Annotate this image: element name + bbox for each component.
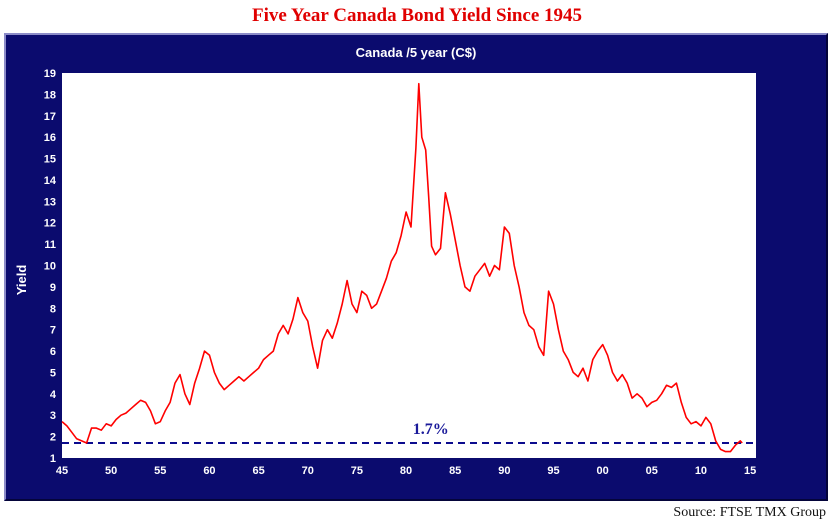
source-note: Source: FTSE TMX Group (673, 505, 826, 520)
y-tick-label: 16 (44, 132, 56, 144)
x-tick-label: 75 (351, 465, 363, 477)
x-tick-label: 60 (203, 465, 215, 477)
x-tick-label: 80 (400, 465, 412, 477)
y-tick-label: 9 (50, 282, 56, 294)
x-tick-label: 90 (498, 465, 510, 477)
x-tick-label: 05 (646, 465, 658, 477)
y-tick-label: 8 (50, 303, 56, 315)
y-tick-label: 1 (50, 453, 56, 465)
y-tick-label: 17 (44, 111, 56, 123)
x-tick-label: 45 (56, 465, 68, 477)
series-line-yield (61, 82, 743, 453)
x-tick-label: 50 (105, 465, 117, 477)
x-tick-label: 70 (302, 465, 314, 477)
reference-line-label: 1.7% (413, 421, 449, 438)
chart-frame: Canada /5 year (C$) Yield 1 2 3 4 5 6 7 8 9 10 11 1… (4, 33, 828, 501)
y-tick-label: 15 (44, 154, 56, 166)
y-tick-label: 18 (44, 89, 56, 101)
plot-area (62, 73, 756, 458)
yield-line-chart: Canada /5 year (C$) Yield 12345678910111… (14, 45, 756, 477)
x-tick-label: 55 (154, 465, 166, 477)
x-tick-label: 95 (547, 465, 559, 477)
x-axis: 45 50 55 60 65 70 75 80 85 90 95 00 05 10 15 (56, 465, 756, 477)
y-tick-label: 7 (50, 325, 56, 337)
x-tick-label: 15 (744, 465, 756, 477)
y-tick-label: 2 (50, 432, 56, 444)
y-tick-label: 19 (44, 68, 56, 80)
page-title: Five Year Canada Bond Yield Since 1945 (251, 5, 583, 26)
y-tick-label: 11 (44, 239, 56, 251)
x-tick-label: 65 (252, 465, 264, 477)
x-tick-label: 10 (695, 465, 707, 477)
x-tick-label: 00 (597, 465, 609, 477)
y-tick-label: 14 (44, 175, 57, 187)
y-tick-label: 3 (50, 410, 56, 422)
y-axis-label: Yield (14, 265, 29, 296)
x-tick-label: 85 (449, 465, 461, 477)
y-tick-label: 6 (50, 346, 56, 358)
chart-title: Canada /5 year (C$) (356, 45, 477, 60)
y-tick-label: 5 (50, 367, 56, 379)
y-tick-label: 4 (50, 389, 57, 401)
y-tick-label: 10 (44, 261, 56, 273)
y-tick-label: 13 (44, 196, 56, 208)
y-tick-label: 12 (44, 218, 56, 230)
